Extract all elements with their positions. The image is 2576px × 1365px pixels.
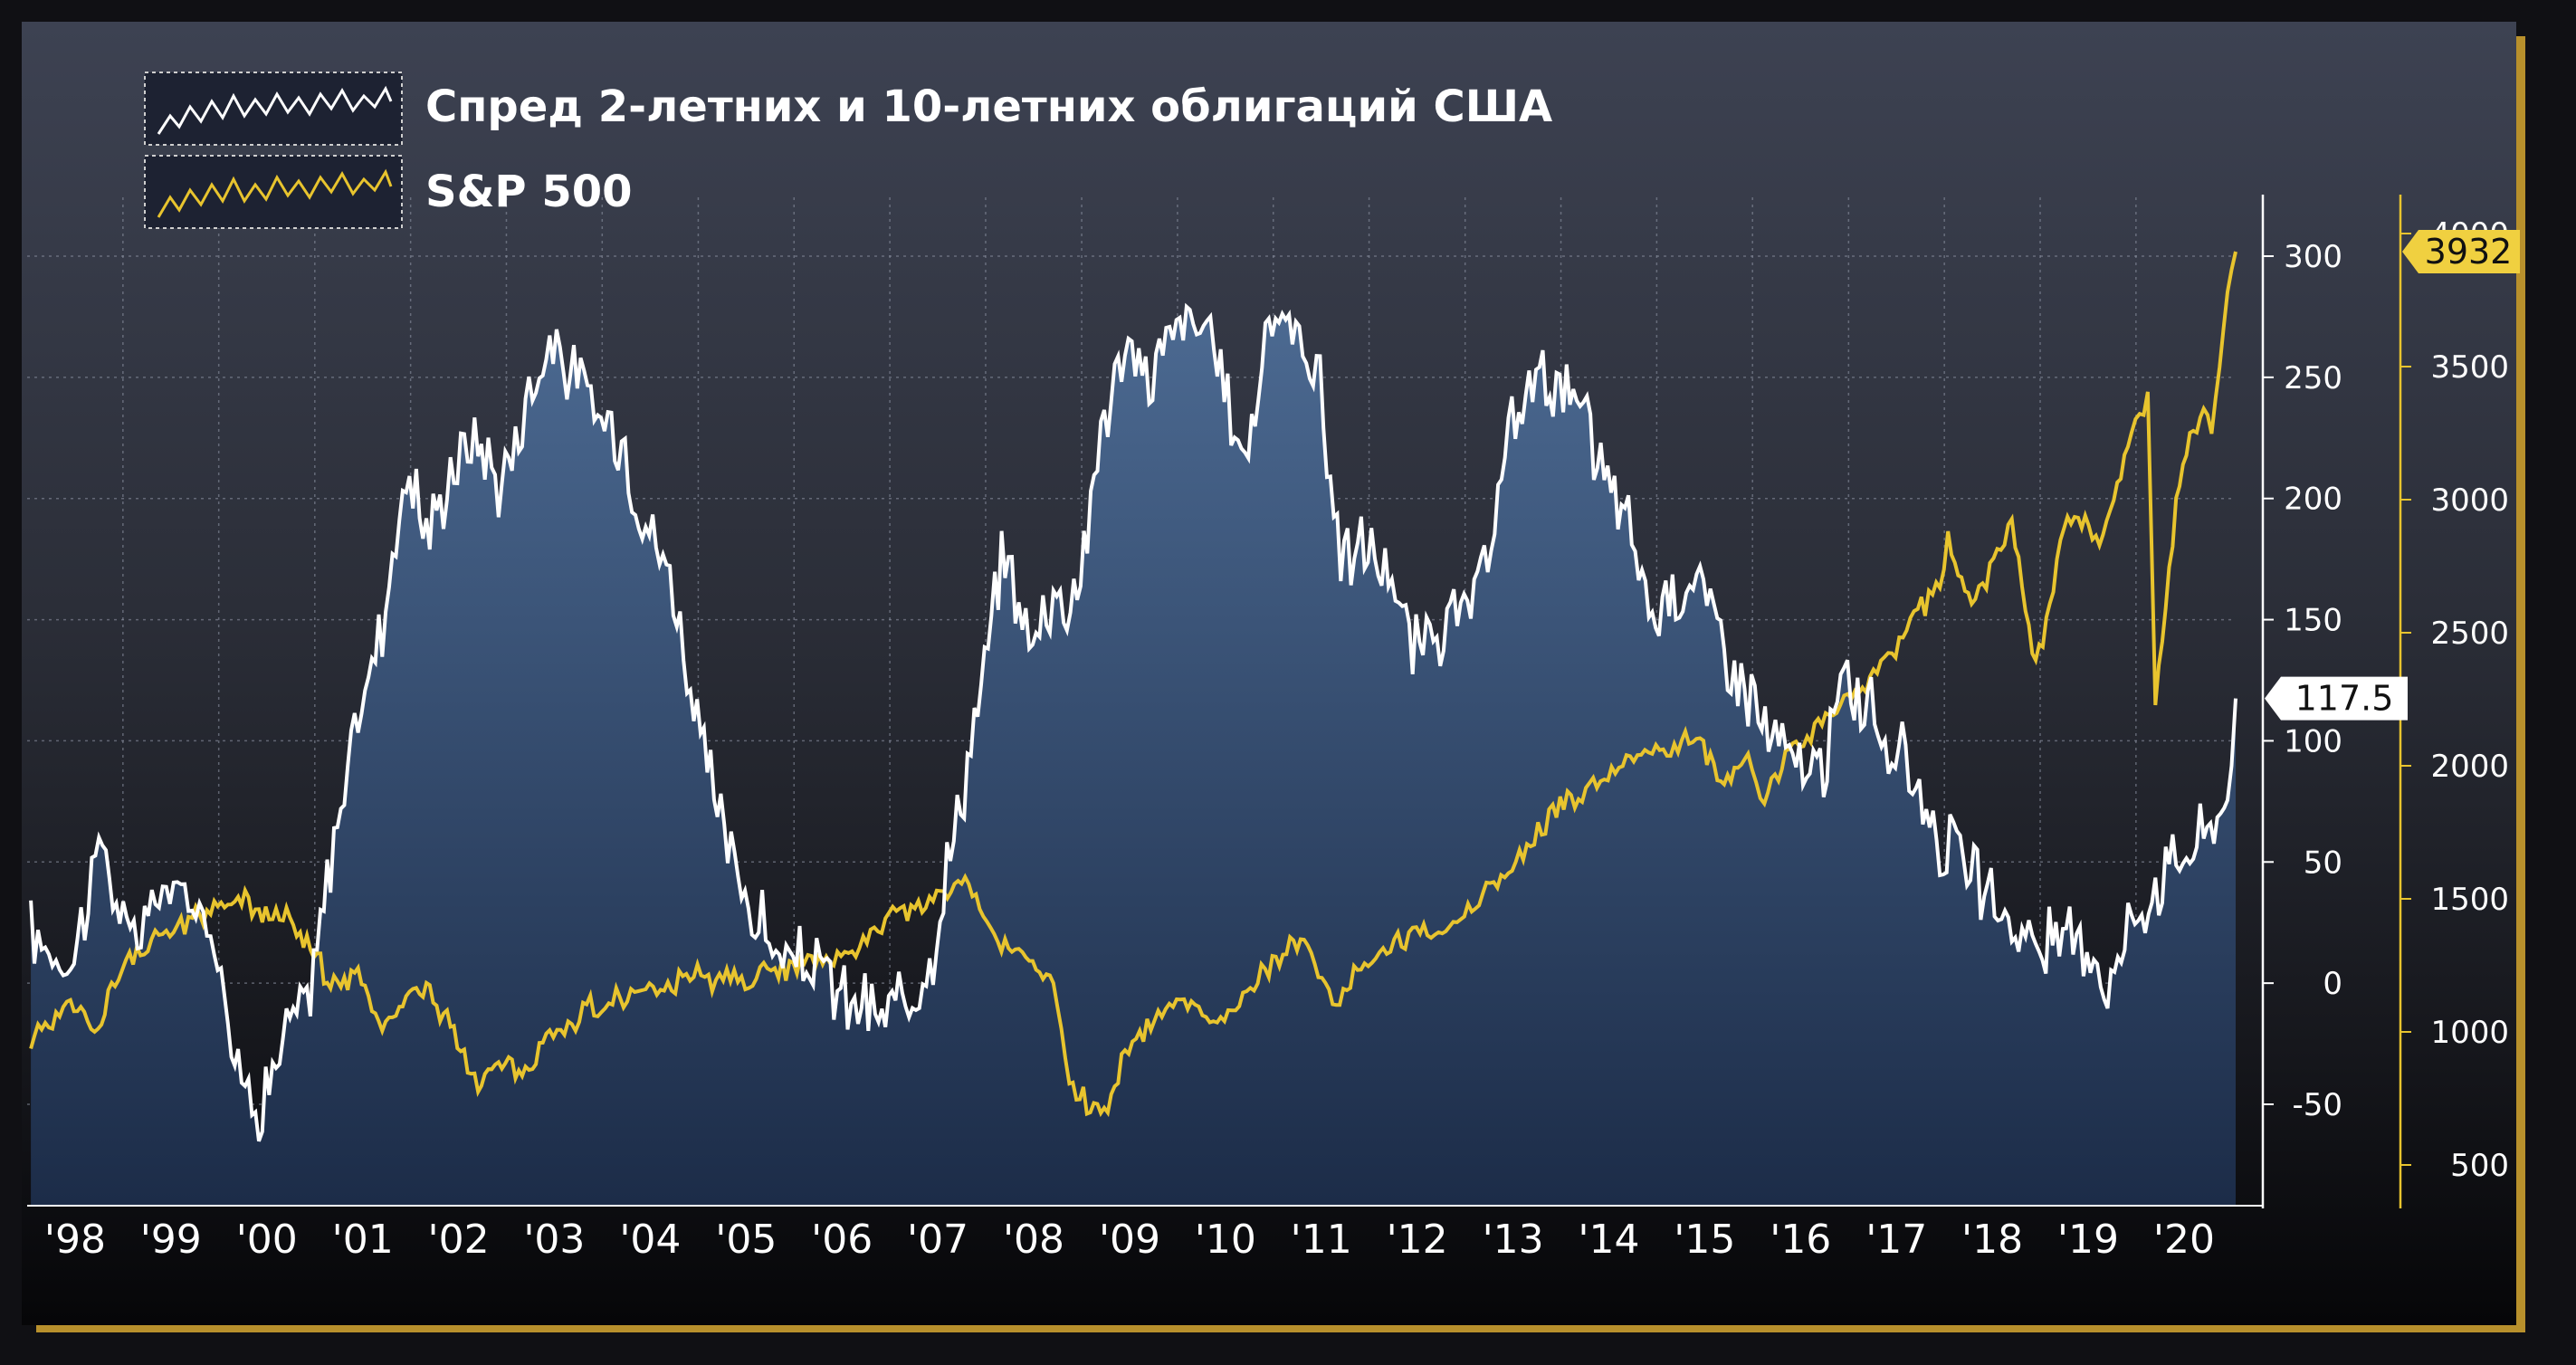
legend-label-spread: Спред 2-летних и 10-летних облигаций США [425,81,1552,132]
legend: Спред 2-летних и 10-летних облигаций США… [144,72,1552,229]
x-axis-tick-labels: '98 '99 '00 '01 '02 '03 '04 '05 '06 '07 '08 '09 '10 '… [44,1217,2215,1263]
spread-area-fill [31,306,2236,1206]
sp500-last-value-label: 3932 [2425,232,2513,272]
left-axis-tick-label: 150 [2284,603,2342,639]
spread-last-value-callout: 117.5 [2265,676,2408,721]
x-tick-label: '07 [907,1217,968,1263]
x-tick-label: '02 [428,1217,490,1263]
x-tick-label: '06 [811,1217,873,1263]
spread-last-value-label: 117.5 [2295,679,2394,719]
x-tick-label: '13 [1483,1217,1544,1263]
x-tick-label: '20 [2153,1217,2215,1263]
right-axis-tick-label: 1500 [2430,882,2509,918]
x-tick-label: '00 [236,1217,298,1263]
left-axis-tick-label: 100 [2284,723,2342,759]
sp500-last-value-callout: 3932 [2402,229,2520,273]
legend-swatch-sp500-line [157,168,393,218]
x-tick-label: '03 [523,1217,585,1263]
x-tick-label: '18 [1961,1217,2023,1263]
spread-series-line [29,302,2237,1142]
right-axis-tick-labels: 4000350030002500200015001000500 [2400,216,2509,1184]
x-tick-label: '05 [715,1217,777,1263]
legend-item-spread: Спред 2-летних и 10-летних облигаций США [144,72,1552,146]
x-tick-label: '09 [1099,1217,1160,1263]
sp500-last-value-tag [2402,229,2520,273]
legend-swatch-spread-line [157,85,393,135]
legend-item-sp500: S&P 500 [144,155,633,229]
left-axis-tick-label: 250 [2284,360,2342,396]
left-axis-tick-label: 50 [2304,845,2342,881]
right-axis-tick-label: 2500 [2430,616,2509,652]
left-axis-tick-label: 0 [2323,966,2342,1002]
x-tick-label: '99 [140,1217,202,1263]
x-tick-label: '08 [1003,1217,1064,1263]
right-axis-tick-label: 2000 [2430,749,2509,785]
spread-last-value-tag [2265,676,2408,721]
frame-right-border [2514,36,2525,1332]
legend-swatch-spread [144,72,403,146]
legend-label-sp500: S&P 500 [425,167,633,217]
left-axis-tick-label: 200 [2284,482,2342,518]
right-axis-tick-label: 500 [2450,1148,2509,1184]
x-tick-label: '19 [2057,1217,2119,1263]
x-tick-label: '10 [1195,1217,1256,1263]
x-tick-label: '15 [1674,1217,1735,1263]
x-tick-label: '17 [1865,1217,1927,1263]
left-axis-tick-label: -50 [2292,1087,2342,1123]
x-tick-label: '01 [332,1217,394,1263]
x-tick-label: '98 [44,1217,106,1263]
right-axis-tick-label: 1000 [2430,1015,2509,1051]
x-tick-label: '11 [1291,1217,1352,1263]
x-tick-label: '12 [1387,1217,1448,1263]
legend-swatch-sp500 [144,155,403,229]
frame-bottom-border [36,1323,2525,1332]
right-axis-tick-label: 3500 [2430,349,2509,386]
left-axis-tick-labels: 300 250 200 150 100 50 0 -50 [2263,239,2342,1123]
left-axis-tick-label: 300 [2284,239,2342,275]
x-tick-label: '14 [1578,1217,1639,1263]
x-tick-label: '04 [619,1217,681,1263]
right-axis-tick-label: 3000 [2430,482,2509,519]
x-tick-label: '16 [1770,1217,1831,1263]
